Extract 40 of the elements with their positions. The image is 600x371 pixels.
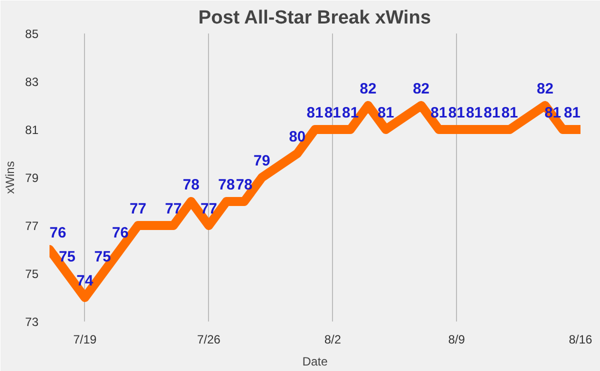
y-tick-label: 77 xyxy=(25,219,39,233)
data-label: 81 xyxy=(564,104,581,122)
y-tick-label: 79 xyxy=(25,171,39,185)
data-label: 77 xyxy=(200,200,218,218)
data-label: 81 xyxy=(501,104,518,122)
data-label: 75 xyxy=(94,248,111,266)
data-label: 78 xyxy=(218,176,235,194)
data-label: 82 xyxy=(412,80,430,98)
y-tick-label: 83 xyxy=(25,75,39,89)
x-tick-label: 8/16 xyxy=(568,332,593,346)
y-axis-title: xWins xyxy=(3,161,18,194)
data-label: 79 xyxy=(254,152,270,170)
data-label: 80 xyxy=(288,128,306,146)
data-label: 81 xyxy=(377,104,394,122)
data-label: 76 xyxy=(112,224,129,242)
x-tick-label: 8/2 xyxy=(324,332,342,346)
data-label: 78 xyxy=(236,176,253,194)
data-label: 82 xyxy=(536,80,554,98)
x-axis-title: Date xyxy=(302,354,328,368)
data-label: 81 xyxy=(448,104,465,122)
data-label: 77 xyxy=(130,200,146,218)
data-label: 78 xyxy=(182,176,200,194)
data-label: 82 xyxy=(360,80,376,98)
data-label: 81 xyxy=(306,104,324,122)
data-label: 76 xyxy=(50,224,66,242)
data-label: 75 xyxy=(58,248,76,266)
y-tick-label: 81 xyxy=(25,123,39,137)
x-tick-label: 7/19 xyxy=(73,332,97,346)
y-tick-label: 73 xyxy=(25,315,39,329)
chart-title: Post All-Star Break xWins xyxy=(198,8,431,28)
x-tick-label: 7/26 xyxy=(197,332,221,346)
data-label: 81 xyxy=(466,104,483,122)
data-label: 77 xyxy=(165,200,182,218)
data-label: 81 xyxy=(484,104,500,122)
data-label: 81 xyxy=(324,104,342,122)
x-tick-label: 8/9 xyxy=(448,332,466,346)
y-tick-label: 85 xyxy=(25,27,39,41)
y-tick-label: 75 xyxy=(25,267,39,281)
data-label: 81 xyxy=(342,104,359,122)
data-label: 81 xyxy=(430,104,448,122)
